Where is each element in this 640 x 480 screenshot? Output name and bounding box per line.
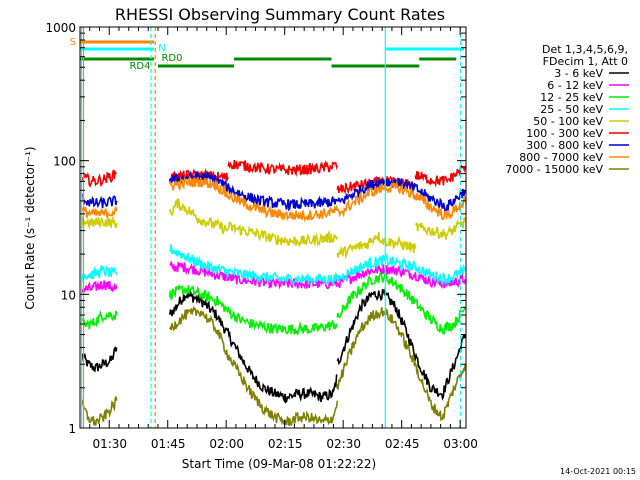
series-5-segment-3 xyxy=(336,175,416,195)
series-5-segment-2 xyxy=(227,159,339,178)
flag-label-N: N xyxy=(158,43,165,54)
series-4-segment-4 xyxy=(414,217,466,240)
series-6-segment-2 xyxy=(336,177,466,214)
series-4-segment-3 xyxy=(336,232,417,260)
legend-label-3: 25 - 50 keV xyxy=(540,103,603,116)
x-tick-label-3: 02:15 xyxy=(268,437,303,451)
series-3 xyxy=(81,244,466,287)
series-3-segment-0 xyxy=(81,264,118,283)
y-tick-label-3: 1000 xyxy=(45,21,76,35)
series-7-segment-0 xyxy=(81,206,118,219)
series-0 xyxy=(81,286,466,404)
y-axis-label: Count Rate (s⁻¹ detector⁻¹) xyxy=(23,146,37,309)
series-3-segment-1 xyxy=(169,244,339,287)
legend-label-2: 12 - 25 keV xyxy=(540,91,603,104)
legend-label-5: 100 - 300 keV xyxy=(526,127,603,140)
series-1 xyxy=(81,260,466,293)
series-2-segment-0 xyxy=(81,309,118,330)
x-tick-label-2: 02:00 xyxy=(209,437,244,451)
x-axis: 01:30 01:45 02:00 02:15 02:30 02:45 03:00 xyxy=(89,27,478,451)
legend-header-line-2: FDecim 1, Att 0 xyxy=(543,55,628,68)
legend: Det 1,3,4,5,6,9, FDecim 1, Att 0 3 - 6 k… xyxy=(505,43,629,176)
x-tick-label-4: 02:30 xyxy=(326,437,361,451)
legend-label-8: 7000 - 15000 keV xyxy=(505,163,603,176)
series-4 xyxy=(81,198,466,260)
y-tick-label-0: 1 xyxy=(68,422,76,436)
y-axis: 1 10 100 1000 xyxy=(45,21,466,436)
legend-label-6: 300 - 800 keV xyxy=(526,139,603,152)
series-6-segment-0 xyxy=(82,193,118,209)
chart-title: RHESSI Observing Summary Count Rates xyxy=(115,5,445,24)
footer-date: 14-Oct-2021 00:15 xyxy=(560,467,636,476)
legend-label-0: 3 - 6 keV xyxy=(554,67,603,80)
series-0-segment-2 xyxy=(336,286,466,401)
series-0-segment-1 xyxy=(168,289,338,404)
series-2-segment-1 xyxy=(168,284,338,336)
series-7-segment-2 xyxy=(336,180,466,221)
x-tick-label-5: 02:45 xyxy=(385,437,420,451)
series-4-segment-1 xyxy=(168,198,229,235)
series-7 xyxy=(81,174,466,223)
time-markers xyxy=(80,27,462,428)
series-1-segment-0 xyxy=(81,280,118,293)
x-tick-label-6: 03:00 xyxy=(443,437,478,451)
series-4-segment-0 xyxy=(81,214,118,231)
x-axis-label: Start Time (09-Mar-08 01:22:22) xyxy=(182,457,376,471)
x-tick-label-1: 01:45 xyxy=(151,437,186,451)
plot-frame xyxy=(79,26,467,429)
series-5-segment-0 xyxy=(81,169,117,188)
y-tick-label-1: 10 xyxy=(61,288,76,302)
series-5-segment-4 xyxy=(414,164,466,188)
legend-label-1: 6 - 12 keV xyxy=(547,79,603,92)
flag-label-RD4: RD4 xyxy=(129,61,150,72)
series-3-segment-2 xyxy=(336,252,466,287)
series-4-segment-2 xyxy=(227,221,339,248)
legend-header-line-1: Det 1,3,4,5,6,9, xyxy=(542,43,628,56)
series-8-segment-2 xyxy=(336,307,466,422)
series-1-segment-1 xyxy=(169,260,339,290)
series-7-segment-1 xyxy=(168,174,339,223)
flag-label-RD0: RD0 xyxy=(161,53,182,64)
series-8 xyxy=(81,305,466,427)
legend-label-4: 50 - 100 keV xyxy=(533,115,603,128)
flag-label-S: S xyxy=(70,37,76,48)
series-8-segment-1 xyxy=(168,305,339,427)
series-2-segment-2 xyxy=(336,271,466,335)
y-tick-label-2: 100 xyxy=(53,155,76,169)
plot-area xyxy=(81,159,466,427)
series-8-segment-0 xyxy=(81,396,118,426)
x-tick-label-0: 01:30 xyxy=(92,437,127,451)
legend-label-7: 800 - 7000 keV xyxy=(519,151,603,164)
series-0-segment-0 xyxy=(81,345,118,373)
series-2 xyxy=(81,271,466,336)
series-1-segment-2 xyxy=(336,264,466,289)
